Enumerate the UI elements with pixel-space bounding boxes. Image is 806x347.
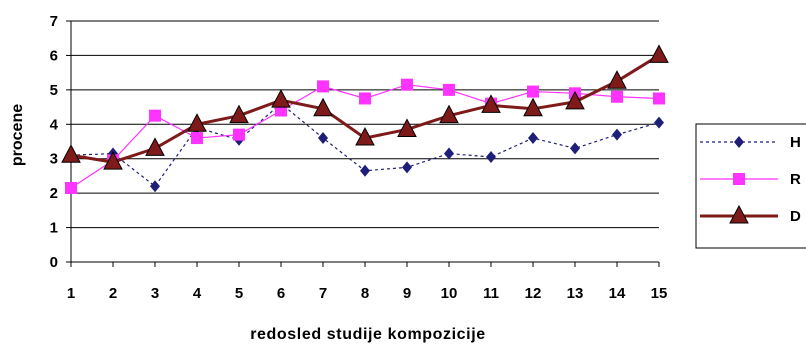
data-point-D: [271, 89, 291, 108]
data-point-R: [401, 78, 413, 91]
y-tick-label: 6: [50, 47, 58, 64]
legend-box: [695, 123, 806, 249]
x-tick-label: 8: [361, 285, 369, 302]
series-group: [61, 44, 669, 194]
data-point-D: [481, 94, 501, 113]
x-tick-label: 12: [525, 285, 542, 302]
y-axis-title: procene: [9, 104, 26, 166]
x-tick-label: 3: [151, 285, 159, 302]
legend-label-R: R: [790, 171, 801, 188]
legend-marker-D: [729, 204, 749, 224]
data-point-H: [528, 132, 538, 145]
data-point-R: [527, 85, 539, 98]
data-point-H: [612, 128, 622, 141]
y-tick-label: 0: [50, 254, 58, 271]
x-tick-label: 1: [67, 285, 75, 302]
data-point-D: [649, 44, 669, 63]
data-point-H: [570, 142, 580, 155]
y-tick-label: 3: [50, 151, 58, 168]
data-point-D: [607, 70, 627, 89]
x-tick-labels: 1 2 3 4 5 6 7 8 9 10 11 12 13 14 15: [67, 285, 668, 302]
data-point-H: [654, 116, 664, 129]
data-point-H: [150, 180, 160, 193]
y-tick-label: 2: [50, 185, 58, 202]
data-point-D: [61, 144, 81, 163]
data-point-D: [229, 104, 249, 124]
data-point-D: [103, 151, 123, 170]
x-tick-label: 9: [403, 285, 411, 302]
y-tick-labels: 0 1 2 3 4 5 6 7: [50, 13, 59, 271]
data-point-R: [317, 80, 329, 93]
data-point-D: [355, 126, 375, 146]
data-point-D: [145, 137, 165, 156]
x-tick-label: 7: [319, 285, 327, 302]
y-tick-label: 1: [50, 220, 58, 237]
y-tick-label: 4: [50, 116, 59, 133]
x-tick-label: 14: [609, 285, 626, 302]
data-point-H: [486, 150, 496, 163]
data-point-D: [313, 97, 333, 117]
x-tick-label: 11: [483, 285, 499, 302]
data-point-D: [397, 118, 417, 137]
x-tick-label: 13: [567, 285, 584, 302]
y-tick-label: 5: [50, 82, 58, 99]
x-tick-label: 10: [441, 285, 458, 302]
data-point-H: [360, 164, 370, 177]
x-tick-label: 5: [235, 285, 243, 302]
x-axis-title: redosled studije kompozicije: [250, 326, 486, 343]
data-point-D: [439, 104, 459, 124]
y-tick-label: 7: [50, 13, 58, 30]
data-point-D: [187, 113, 207, 132]
legend-label-H: H: [790, 134, 801, 151]
data-point-D: [565, 90, 585, 110]
legend-label-D: D: [790, 208, 801, 225]
data-point-H: [318, 132, 328, 145]
data-point-H: [402, 161, 412, 174]
legend: H R D: [695, 123, 806, 249]
gridlines: [66, 20, 660, 267]
data-point-H: [444, 147, 454, 160]
x-tick-label: 2: [109, 285, 117, 302]
x-tick-label: 6: [277, 285, 285, 302]
x-tick-label: 4: [193, 285, 202, 302]
data-point-R: [611, 90, 623, 103]
data-point-R: [359, 92, 371, 105]
data-point-R: [191, 132, 203, 145]
series-D: [61, 44, 669, 170]
data-point-R: [233, 128, 245, 141]
data-point-R: [149, 109, 161, 122]
data-point-R: [653, 92, 665, 105]
x-tick-label: 15: [651, 285, 668, 302]
data-point-R: [65, 181, 77, 194]
legend-marker-H: [734, 136, 744, 148]
legend-marker-R: [733, 173, 745, 185]
data-point-D: [523, 97, 543, 117]
data-point-R: [443, 83, 455, 96]
